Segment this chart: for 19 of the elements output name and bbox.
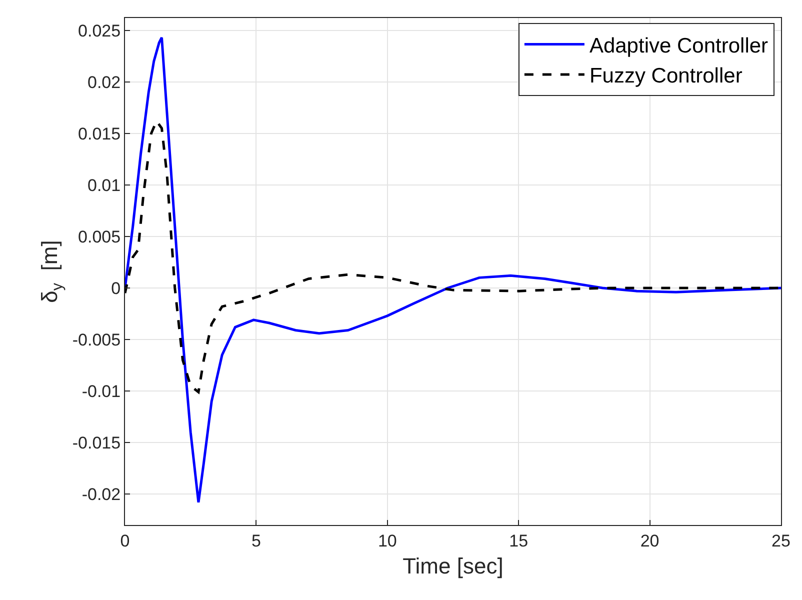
x-tick-label: 5 <box>251 531 261 550</box>
y-tick-label: 0.005 <box>78 227 121 246</box>
legend-label: Fuzzy Controller <box>589 64 742 88</box>
y-tick-label: 0 <box>111 278 121 298</box>
y-tick-label: -0.02 <box>82 485 121 504</box>
y-tick-label: 0.015 <box>78 124 121 144</box>
x-tick-label: 25 <box>772 531 790 550</box>
y-tick-label: 0.025 <box>78 21 121 40</box>
line-series <box>125 36 781 504</box>
x-axis-title: Time [sec] <box>402 553 504 578</box>
y-tick-label: -0.015 <box>72 434 121 453</box>
x-tick-label: 10 <box>378 531 397 550</box>
y-tick-label: 0.02 <box>88 72 121 92</box>
x-tick-label: 20 <box>640 531 660 550</box>
y-tick-label: -0.01 <box>82 382 121 401</box>
y-tick-label: -0.005 <box>72 330 121 350</box>
y-tick-label: 0.01 <box>88 176 121 195</box>
x-tick-label: 15 <box>509 531 528 550</box>
legend-label: Adaptive Controller <box>589 34 768 58</box>
